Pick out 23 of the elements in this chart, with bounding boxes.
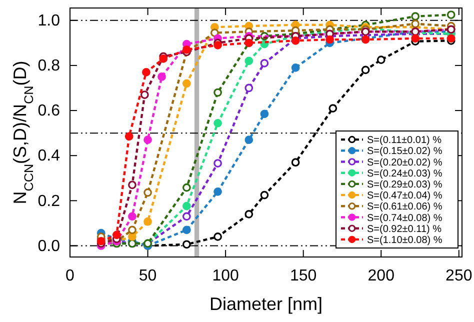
legend-label: S=(0.20±0.02) % bbox=[367, 157, 442, 168]
legend-label: S=(0.11±0.01) % bbox=[367, 135, 442, 146]
x-tick-label: 200 bbox=[368, 267, 395, 284]
x-tick-label: 50 bbox=[138, 267, 157, 284]
x-tick-label: 100 bbox=[212, 267, 239, 284]
legend-label: S=(0.74±0.08) % bbox=[367, 212, 442, 224]
y-tick-label: 0.6 bbox=[38, 102, 60, 120]
legend-label: S=(0.24±0.03) % bbox=[367, 168, 442, 180]
y-tick-label: 0.4 bbox=[38, 148, 60, 165]
legend-label: S=(0.92±0.11) % bbox=[367, 224, 442, 235]
x-tick-label: 150 bbox=[290, 267, 317, 284]
legend-label: S=(0.47±0.04) % bbox=[367, 190, 442, 202]
x-tick-label: 0 bbox=[66, 267, 75, 284]
y-tick-label: 0.8 bbox=[38, 58, 60, 75]
x-axis-title: Diameter [nm] bbox=[209, 294, 323, 314]
y-tick-label: 1.0 bbox=[38, 12, 60, 30]
x-tick-label: 250 bbox=[446, 267, 472, 284]
legend-label: S=(1.10±0.08) % bbox=[367, 234, 442, 246]
legend-label: S=(0.61±0.06) % bbox=[367, 202, 442, 213]
legend-label: S=(0.15±0.02) % bbox=[367, 146, 442, 158]
legend-label: S=(0.29±0.03) % bbox=[367, 179, 442, 190]
y-tick-label: 0.0 bbox=[38, 238, 60, 255]
y-tick-label: 0.2 bbox=[38, 192, 60, 210]
